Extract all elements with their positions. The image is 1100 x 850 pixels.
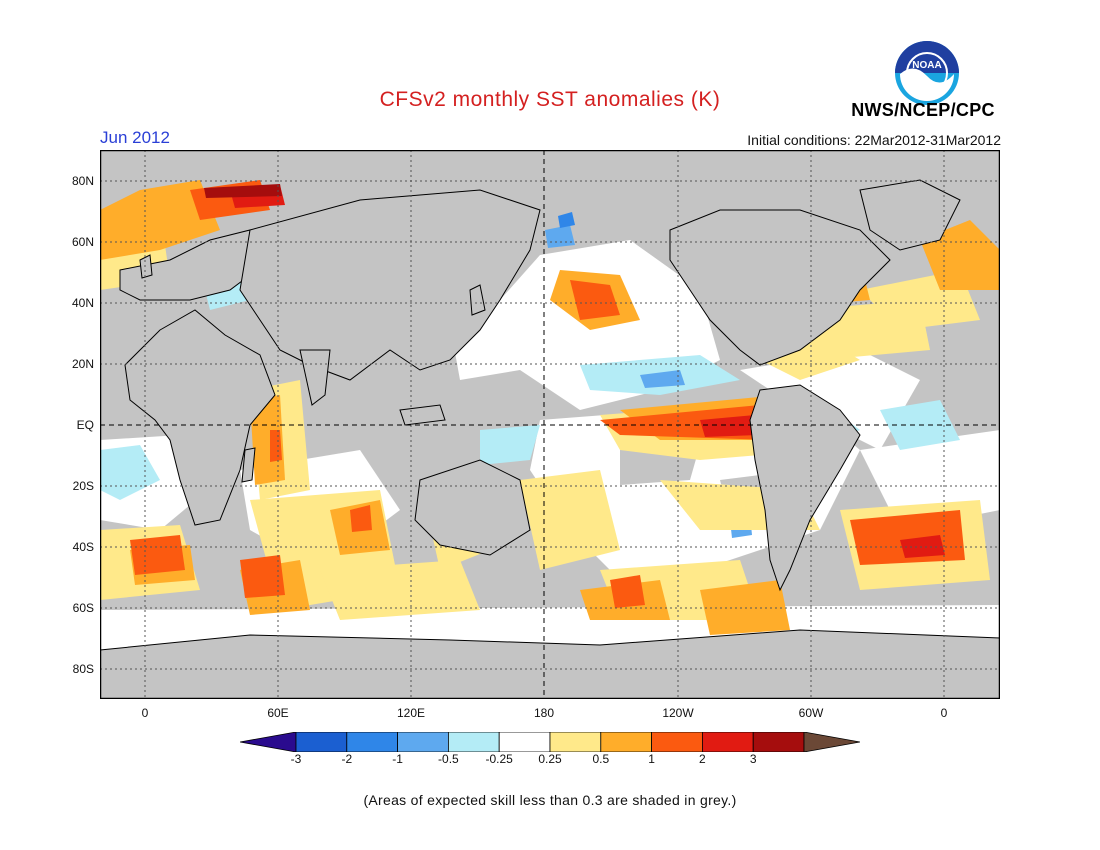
forecast-month: Jun 2012: [100, 128, 170, 147]
anomaly-dark-blue: [558, 212, 575, 228]
skill-note: (Areas of expected skill less than 0.3 a…: [363, 792, 737, 808]
noaa-logo: NOAA: [895, 41, 959, 105]
lat-label: 20N: [71, 357, 94, 371]
colorbar-label: -1: [392, 752, 403, 766]
north-america: [669, 209, 891, 366]
south-america: [749, 384, 861, 592]
sst-anomaly-map: [100, 150, 1000, 699]
colorbar-cell: [346, 732, 399, 752]
lon-label: 60E: [267, 706, 289, 720]
colorbar-label: 1: [648, 752, 655, 766]
colorbar-cell: [600, 732, 652, 752]
uk: [139, 254, 153, 279]
colorbar: [240, 732, 860, 752]
asia: [239, 189, 541, 381]
greenland: [859, 179, 961, 251]
colorbar-arrow-low: [240, 732, 297, 752]
india: [299, 349, 331, 406]
map-frame: [100, 150, 1000, 699]
colorbar-cell: [651, 732, 703, 752]
colorbar-cell: [549, 732, 602, 752]
lat-label: EQ: [76, 418, 94, 432]
colorbar-cell: [752, 732, 805, 752]
lon-label: 0: [141, 706, 149, 720]
lat-label: 80N: [71, 174, 94, 188]
lon-label: 120W: [662, 706, 694, 720]
lat-label: 80S: [72, 662, 94, 676]
land-masses: [100, 179, 1000, 699]
colorbar-cell: [295, 732, 348, 752]
chart-title: CFSv2 monthly SST anomalies (K): [379, 88, 721, 111]
colorbar-label: -0.25: [485, 752, 513, 766]
anomaly-dark-red: [204, 184, 282, 198]
lon-label: 120E: [396, 706, 426, 720]
lon-label: 0: [940, 706, 948, 720]
colorbar-label: -0.5: [438, 752, 459, 766]
initial-conditions: Initial conditions: 22Mar2012-31Mar2012: [747, 132, 1001, 148]
lat-label: 60N: [71, 235, 94, 249]
colorbar-cell: [397, 732, 449, 752]
colorbar-label: 2: [699, 752, 706, 766]
australia: [414, 459, 531, 556]
lon-label: 60W: [798, 706, 824, 720]
colorbar-arrow-high: [803, 732, 860, 752]
colorbar-cell: [701, 732, 754, 752]
japan: [469, 284, 486, 316]
map-grid: [100, 150, 1000, 699]
lat-label: 40N: [71, 296, 94, 310]
colorbar-label: 0.5: [592, 752, 610, 766]
lat-label: 40S: [72, 540, 94, 554]
lat-label: 20S: [72, 479, 94, 493]
colorbar-label: 3: [749, 752, 757, 766]
colorbar-label: -2: [341, 752, 353, 766]
equator-dateline: [100, 150, 1000, 699]
colorbar-cell: [498, 732, 551, 752]
madagascar: [241, 447, 256, 483]
antarctica: [100, 629, 1000, 699]
colorbar-cell: [447, 732, 500, 752]
africa: [124, 309, 276, 526]
lat-label: 60S: [72, 601, 94, 615]
agency-label: NWS/NCEP/CPC: [851, 100, 995, 120]
logo-text: NOAA: [912, 60, 941, 71]
lon-label: 180: [533, 706, 555, 720]
colorbar-label: -3: [290, 752, 302, 766]
colorbar-label: 0.25: [538, 752, 562, 766]
